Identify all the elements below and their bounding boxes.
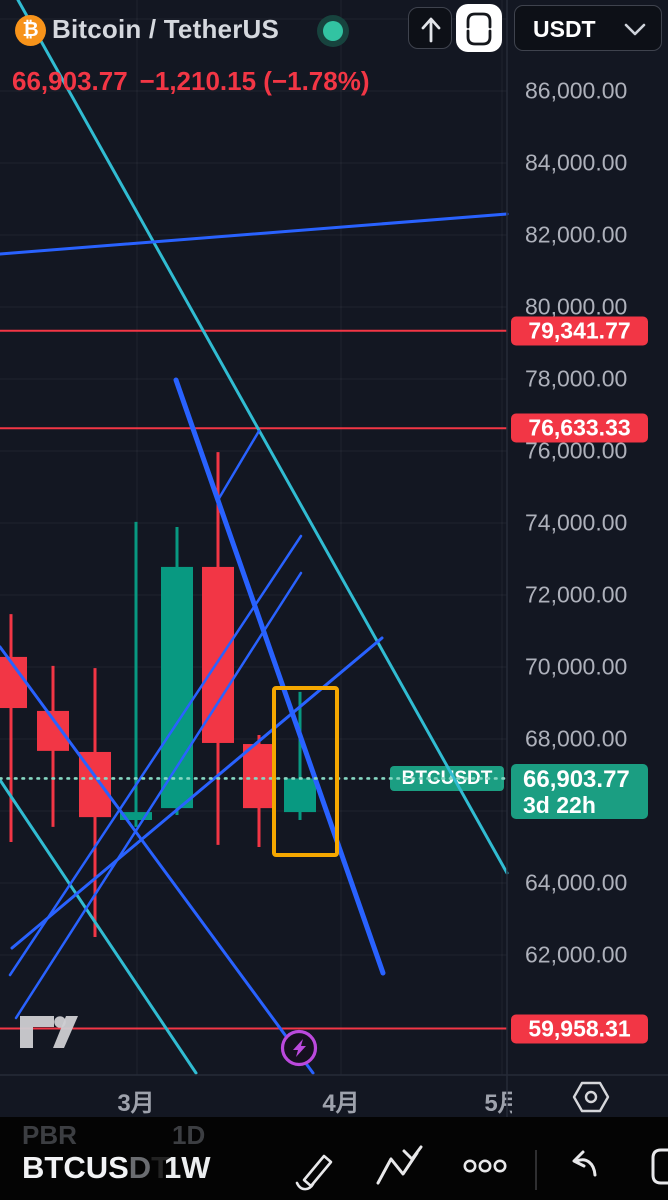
time-axis-label: 4月: [322, 1090, 360, 1117]
axis-settings-icon[interactable]: [571, 1078, 611, 1116]
symbol-button[interactable]: BTCUSDT: [22, 1150, 171, 1185]
lightning-icon: [293, 1039, 306, 1057]
chart-header: ₿ Bitcoin / TetherUS 66,903.77 −1,210.15 …: [0, 0, 668, 105]
tradingview-logo-icon: [20, 1016, 54, 1048]
undo-button[interactable]: [572, 1150, 597, 1177]
price-row: 66,903.77 −1,210.15 (−1.78%): [12, 66, 370, 97]
trend-line[interactable]: [0, 645, 315, 1075]
watchlist-next-interval: 1M: [170, 1196, 206, 1200]
trend-line[interactable]: [0, 212, 509, 256]
highlight-rectangle[interactable]: [272, 686, 339, 857]
bottom-toolbar: [0, 1117, 668, 1200]
level-price-badge: 79,341.77: [511, 316, 648, 346]
trend-line[interactable]: [8, 534, 303, 977]
trend-line[interactable]: [16, 0, 509, 875]
redo-button[interactable]: [651, 1148, 668, 1185]
price-tick-label: 62,000.00: [525, 941, 628, 968]
trend-line[interactable]: [216, 429, 261, 502]
snapshot-button[interactable]: [456, 4, 502, 52]
candle-body: [284, 778, 316, 813]
bitcoin-icon: ₿: [15, 15, 46, 46]
candle-body: [202, 566, 234, 743]
trend-line[interactable]: [10, 636, 384, 950]
candle-body: [161, 566, 193, 809]
trend-line[interactable]: [173, 377, 386, 976]
price-tick-label: 74,000.00: [525, 509, 628, 536]
price-tick-label: 84,000.00: [525, 149, 628, 176]
price-tick-label: 82,000.00: [525, 221, 628, 248]
candle-body: [120, 812, 152, 820]
last-price-badge: 66,903.77 3d 22h: [511, 764, 648, 819]
last-price-value: 66,903.77: [523, 766, 630, 793]
candle-body: [243, 744, 275, 809]
bar-countdown: 3d 22h: [523, 792, 596, 818]
arrow-up-icon: [421, 17, 441, 43]
price-chart[interactable]: [0, 0, 668, 1117]
more-button[interactable]: [463, 1159, 507, 1173]
trend-line[interactable]: [0, 778, 198, 1075]
price-tick-label: 64,000.00: [525, 869, 628, 896]
level-price-badge: 76,633.33: [511, 413, 648, 443]
price-tick-label: 70,000.00: [525, 653, 628, 680]
toolbar-divider: [535, 1150, 537, 1190]
watchlist-prev-symbol: PBR: [22, 1120, 77, 1150]
currency-selected: USDT: [533, 16, 596, 42]
price-tick-label: 86,000.00: [525, 77, 628, 104]
watchlist-next-symbol: ETHUSD: [22, 1196, 129, 1200]
interval-button[interactable]: 1W: [164, 1150, 211, 1185]
symbol-price-label: BTCUSDT: [390, 766, 504, 791]
frame-icon: [466, 12, 492, 46]
chevron-down-icon: [624, 23, 646, 36]
time-axis-label: 3月: [117, 1090, 155, 1117]
price-tick-label: 78,000.00: [525, 365, 628, 392]
symbol-title[interactable]: Bitcoin / TetherUS: [52, 14, 280, 44]
price-tick-label: 68,000.00: [525, 725, 628, 752]
trend-line[interactable]: [14, 571, 303, 1020]
watchlist-prev-interval: 1D: [172, 1120, 206, 1150]
tradingview-logo-icon: [53, 1016, 78, 1048]
indicators-button[interactable]: [376, 1145, 423, 1185]
last-price: 66,903.77: [12, 66, 128, 96]
time-axis[interactable]: 3月 4月 5月: [0, 1075, 512, 1117]
market-status-icon: [317, 15, 349, 47]
price-tick-label: 80,000.00: [525, 293, 628, 320]
draw-button[interactable]: [295, 1154, 333, 1191]
price-change: −1,210.15 (−1.78%): [139, 66, 370, 96]
level-price-badge: 59,958.31: [511, 1014, 648, 1043]
price-tick-label: 72,000.00: [525, 581, 628, 608]
publish-button[interactable]: [408, 7, 452, 49]
currency-dropdown[interactable]: USDT: [514, 5, 662, 51]
